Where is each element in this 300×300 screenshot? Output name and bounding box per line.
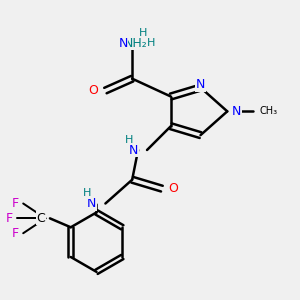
Text: F: F — [12, 197, 19, 210]
Text: N: N — [87, 197, 97, 210]
Text: H: H — [83, 188, 91, 198]
Text: C: C — [37, 212, 46, 225]
Text: N: N — [196, 78, 205, 91]
Text: N: N — [232, 105, 241, 118]
Text: O: O — [168, 182, 178, 195]
Text: CH₃: CH₃ — [260, 106, 278, 116]
Text: H: H — [138, 28, 147, 38]
Text: NH₂: NH₂ — [123, 37, 147, 50]
Text: N: N — [118, 37, 128, 50]
Text: F: F — [6, 212, 13, 225]
Text: F: F — [12, 227, 19, 240]
Text: H: H — [124, 135, 133, 145]
Text: H: H — [147, 38, 156, 48]
Text: O: O — [88, 84, 98, 97]
Text: N: N — [129, 143, 138, 157]
